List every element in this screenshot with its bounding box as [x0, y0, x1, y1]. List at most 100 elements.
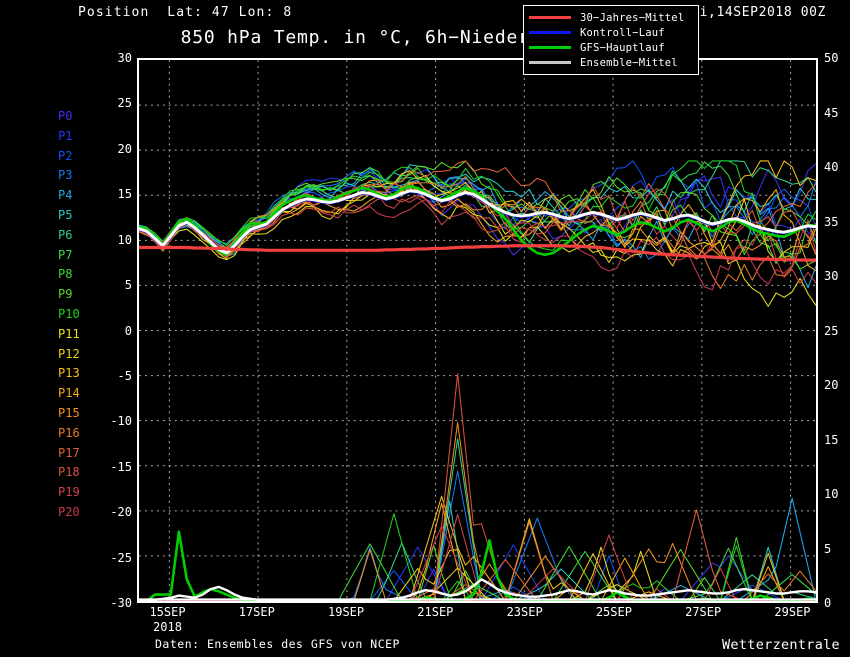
legend-item-2: GFS−Hauptlauf — [529, 40, 693, 55]
xtick-25sep: 25SEP — [596, 606, 632, 618]
ytick-right-15: 15 — [824, 432, 839, 447]
ytick-right-30: 30 — [824, 269, 839, 283]
member-label-p13: P13 — [58, 366, 80, 381]
x-axis-dates: 15SEP 2018 17SEP 19SEP 21SEP 23SEP 25SEP 27SEP 2… — [137, 604, 818, 638]
member-label-p8: P8 — [58, 267, 73, 282]
precipitation-line-ensemble-mittel — [139, 578, 816, 601]
ytick-left-20: 20 — [117, 141, 132, 156]
precipitation-line-p15 — [139, 421, 816, 601]
member-label-p3: P3 — [58, 168, 73, 183]
gridlines — [139, 60, 816, 601]
temperature-line-30-jahres-mittel — [139, 244, 816, 262]
ytick-right-0: 0 — [824, 596, 832, 610]
ytick-right-20: 20 — [824, 378, 839, 392]
member-label-p15: P15 — [58, 405, 80, 420]
page-title: 850 hPa Temp. in °C, 6h−Niederschlag in … — [180, 27, 670, 48]
precipitation-line-p9 — [139, 544, 816, 601]
temperature-line-ensemble-mittel — [139, 189, 816, 255]
ytick-left-15: 15 — [117, 187, 132, 202]
member-label-p1: P1 — [58, 128, 73, 143]
xtick-label: 27SEP — [685, 605, 722, 619]
xtick-15sep: 15SEP 2018 — [149, 606, 185, 633]
data-source-note: Daten: Ensembles des GFS von NCEP — [155, 637, 400, 651]
xtick-year: 2018 — [153, 620, 182, 634]
xtick-label: 25SEP — [595, 605, 632, 619]
member-label-p11: P11 — [58, 326, 80, 341]
xtick-label: 21SEP — [417, 605, 454, 619]
precipitation-line-p20 — [139, 525, 816, 601]
ytick-right-5: 5 — [824, 541, 832, 556]
ytick-right-40: 40 — [824, 160, 839, 174]
precipitation-line-p6 — [139, 438, 816, 601]
precipitation-member-lines — [139, 373, 816, 601]
xtick-27sep: 27SEP — [685, 606, 721, 618]
ytick-left-0: 0 — [124, 323, 132, 338]
ytick-left-5: 5 — [124, 278, 132, 293]
xtick-label: 17SEP — [238, 605, 275, 619]
precipitation-line-gfs-hauptlauf — [139, 530, 816, 601]
precipitation-line-p13 — [139, 495, 816, 601]
legend-swatch-icon — [529, 31, 571, 34]
ytick-left--20: -20 — [110, 505, 132, 520]
member-label-p17: P17 — [58, 445, 80, 460]
ytick-left-25: 25 — [117, 96, 132, 111]
member-label-p20: P20 — [58, 504, 80, 519]
ytick-left--30: -30 — [110, 596, 132, 610]
temperature-line-p9 — [139, 160, 816, 270]
ytick-left--15: -15 — [110, 459, 132, 474]
chart-canvas — [139, 60, 816, 601]
model-run-header: Fri,14SEP2018 00Z — [682, 5, 826, 20]
position-header: Position Lat: 47 Lon: 8 — [78, 5, 293, 20]
member-label-p9: P9 — [58, 287, 73, 302]
ytick-left--25: -25 — [110, 550, 132, 565]
member-label-p6: P6 — [58, 227, 73, 242]
ytick-left-10: 10 — [117, 232, 132, 247]
xtick-label: 19SEP — [328, 605, 365, 619]
plot-area — [137, 58, 818, 603]
temperature-line-gfs-hauptlauf — [139, 184, 816, 257]
member-label-p5: P5 — [58, 207, 73, 222]
y-axis-left-temperature: 30 25 20 15 10 5 0 -5 -10 -15 -20 -25 -30 — [96, 52, 132, 609]
member-label-p12: P12 — [58, 346, 80, 361]
ytick-left--5: -5 — [117, 368, 132, 383]
member-label-p16: P16 — [58, 425, 80, 440]
legend-swatch-icon — [529, 16, 571, 19]
xtick-23sep: 23SEP — [507, 606, 543, 618]
precipitation-line-p18 — [139, 373, 816, 601]
member-label-p4: P4 — [58, 188, 73, 203]
member-label-p19: P19 — [58, 485, 80, 500]
temperature-line-p10 — [139, 160, 816, 259]
legend-item-1: Kontroll−Lauf — [529, 25, 693, 40]
ytick-left-30: 30 — [117, 51, 132, 65]
brand-label: Wetterzentrale — [722, 637, 840, 653]
precipitation-line-p8 — [139, 536, 816, 601]
ytick-right-25: 25 — [824, 323, 839, 338]
precipitation-line-p3 — [139, 470, 816, 601]
y-axis-right-precipitation: 50 45 40 35 30 25 20 15 10 5 0 — [824, 52, 850, 609]
precipitation-line-p0 — [139, 555, 816, 601]
member-label-p2: P2 — [58, 148, 73, 163]
ytick-right-50: 50 — [824, 51, 839, 65]
legend-label: GFS−Hauptlauf — [580, 41, 665, 54]
member-label-p10: P10 — [58, 306, 80, 321]
xtick-17sep: 17SEP — [239, 606, 275, 618]
xtick-label: 15SEP — [149, 605, 186, 619]
xtick-label: 29SEP — [774, 605, 811, 619]
temperature-line-p4 — [139, 166, 816, 289]
legend-item-3: Ensemble−Mittel — [529, 55, 693, 70]
ytick-right-35: 35 — [824, 214, 839, 229]
legend-label: 30−Jahres−Mittel — [580, 11, 685, 24]
xtick-19sep: 19SEP — [328, 606, 364, 618]
ensemble-member-legend: P0 P1 P2 P3 P4 P5 P6 P7 P8 P9 P10 P11 P12 P13 P14 P15 P1… — [58, 107, 100, 523]
member-label-p0: P0 — [58, 109, 73, 123]
xtick-label: 23SEP — [506, 605, 543, 619]
member-label-p7: P7 — [58, 247, 73, 262]
precipitation-line-p17 — [139, 509, 816, 601]
legend-swatch-icon — [529, 46, 571, 49]
member-label-p18: P18 — [58, 465, 80, 480]
ytick-left--10: -10 — [110, 414, 132, 429]
ytick-right-10: 10 — [824, 487, 839, 501]
xtick-29sep: 29SEP — [774, 606, 810, 618]
ytick-right-45: 45 — [824, 105, 839, 120]
